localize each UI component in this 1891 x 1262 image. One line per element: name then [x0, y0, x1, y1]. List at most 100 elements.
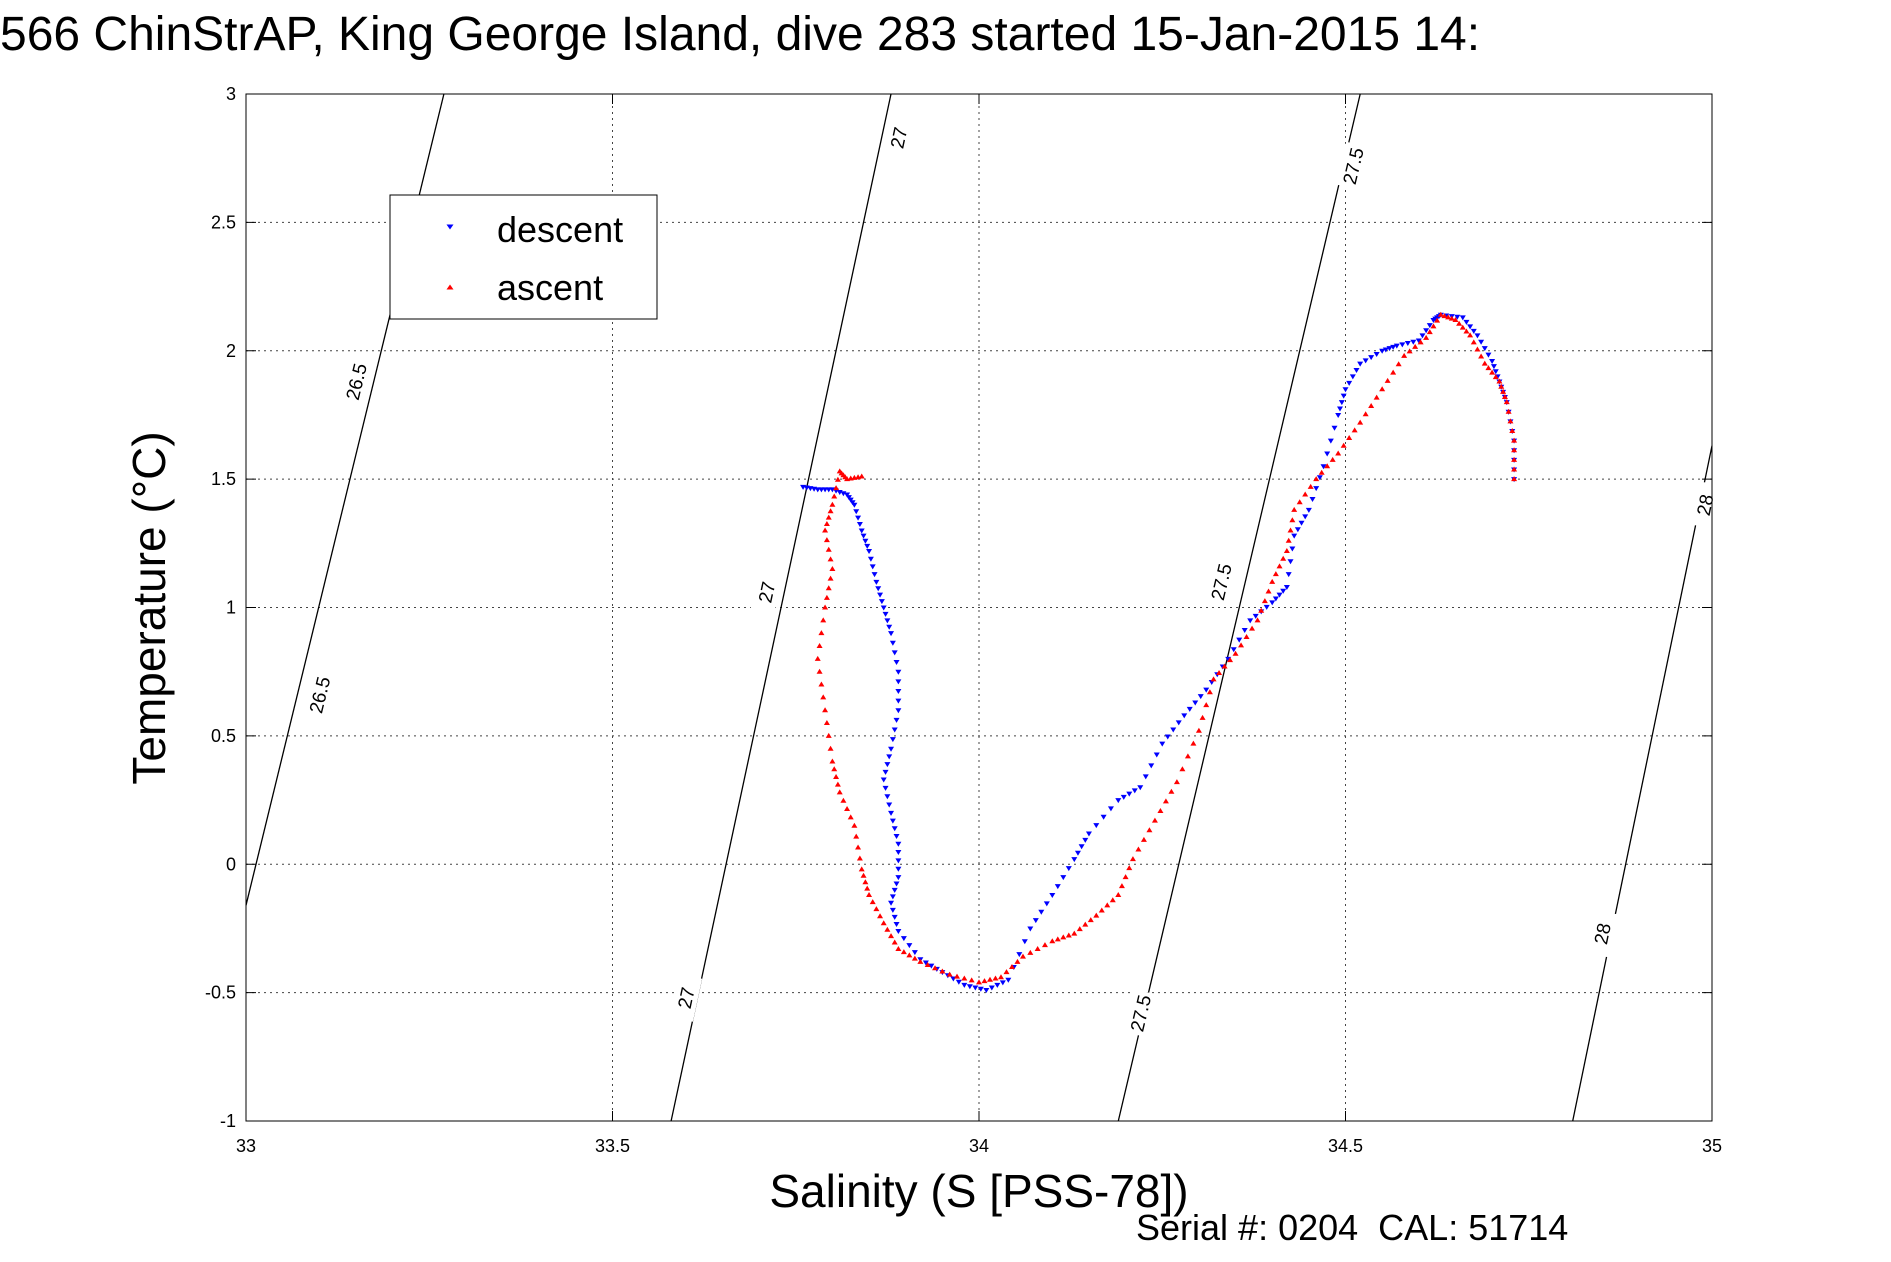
ascent-point — [1014, 958, 1021, 964]
descent-point — [1131, 788, 1138, 794]
contour-label: 27 — [755, 580, 780, 605]
ascent-point — [932, 965, 939, 971]
descent-point — [988, 985, 995, 991]
descent-point — [1241, 627, 1248, 633]
ascent-point — [827, 745, 834, 751]
descent-point — [1049, 893, 1056, 899]
descent-point — [880, 777, 887, 783]
ascent-point — [1076, 926, 1083, 932]
ascent-point — [1412, 343, 1419, 349]
descent-point — [1335, 412, 1342, 418]
ascent-point — [1384, 377, 1391, 383]
ascent-point — [1199, 714, 1206, 720]
ascent-point — [820, 694, 827, 700]
ascent-point — [1329, 456, 1336, 462]
ascent-point — [1456, 320, 1463, 326]
ascent-point — [906, 952, 913, 958]
descent-point — [1263, 604, 1270, 610]
descent-point — [1379, 348, 1386, 354]
contour-label-background — [669, 973, 703, 1022]
ascent-point — [1287, 527, 1294, 533]
ascent-point — [853, 833, 860, 839]
descent-point — [1247, 618, 1254, 624]
contour-label: 27 — [887, 125, 912, 150]
ascent-point — [1296, 499, 1303, 505]
descent-point — [888, 631, 895, 637]
ascent-point — [900, 949, 907, 955]
ascent-point — [1173, 779, 1180, 785]
descent-point — [888, 810, 895, 816]
descent-point — [1120, 794, 1127, 800]
descent-point — [1481, 346, 1488, 352]
ascent-point — [1157, 807, 1164, 813]
ascent-point — [1285, 537, 1292, 543]
descent-point — [1203, 687, 1210, 693]
descent-point — [895, 669, 902, 675]
ascent-point — [1430, 323, 1437, 329]
ascent-point — [1283, 548, 1290, 554]
chart-title: 566 ChinStrAP, King George Island, dive … — [0, 8, 1480, 61]
descent-point — [1373, 351, 1380, 357]
ascent-point — [1104, 902, 1111, 908]
ascent-point — [976, 979, 982, 985]
descent-point — [1126, 791, 1133, 797]
ascent-point — [880, 920, 887, 926]
density-contour-28 — [1572, 445, 1713, 1122]
descent-point — [1399, 342, 1406, 348]
ascent-point — [884, 926, 891, 932]
ascent-point — [822, 707, 829, 713]
descent-point — [1164, 734, 1171, 740]
descent-point — [1357, 361, 1364, 367]
series-descent — [800, 312, 1518, 994]
ascent-point — [1509, 427, 1516, 433]
ascent-point — [1126, 865, 1133, 871]
ascent-point — [1238, 642, 1245, 648]
descent-point — [1093, 823, 1100, 829]
ascent-point — [877, 913, 884, 919]
ascent-point — [1485, 365, 1492, 371]
descent-point — [1426, 323, 1433, 329]
ascent-point — [827, 508, 834, 514]
descent-point — [889, 894, 896, 900]
y-tick-label: -0.5 — [205, 983, 236, 1003]
descent-point — [891, 826, 898, 832]
ascent-point — [1221, 663, 1228, 669]
descent-point — [884, 762, 891, 768]
ascent-point — [1500, 388, 1507, 394]
descent-point — [860, 533, 867, 539]
descent-point — [895, 841, 902, 847]
ascent-point — [1434, 317, 1441, 323]
contour-label-background — [1123, 988, 1157, 1038]
ascent-point — [946, 971, 953, 977]
descent-point — [1320, 464, 1327, 470]
descent-point — [1294, 527, 1301, 533]
descent-point — [1038, 909, 1045, 915]
descent-point — [999, 980, 1006, 986]
descent-point — [1316, 475, 1323, 481]
descent-point — [1463, 319, 1470, 325]
ascent-point — [954, 973, 961, 979]
descent-point — [1071, 857, 1078, 863]
ascent-point — [1489, 369, 1496, 375]
ascent-point — [1190, 740, 1197, 746]
descent-point — [1230, 647, 1237, 653]
descent-point — [1252, 613, 1259, 619]
ascent-point — [1227, 657, 1234, 663]
ascent-point — [1179, 766, 1186, 772]
descent-point — [1415, 338, 1422, 344]
ascent-point — [834, 476, 841, 482]
ascent-point — [833, 773, 840, 779]
ascent-point — [827, 575, 834, 581]
legend-label-ascent: ascent — [497, 267, 603, 308]
ascent-point — [981, 978, 988, 984]
ascent-point — [847, 814, 854, 820]
descent-point — [877, 592, 884, 598]
descent-point — [1289, 546, 1296, 552]
descent-point — [966, 984, 973, 990]
descent-point — [847, 497, 854, 503]
ascent-point — [1003, 969, 1010, 975]
ascent-point — [1184, 753, 1191, 759]
ascent-point — [822, 604, 829, 610]
ascent-point — [1474, 346, 1481, 352]
descent-point — [895, 688, 902, 694]
